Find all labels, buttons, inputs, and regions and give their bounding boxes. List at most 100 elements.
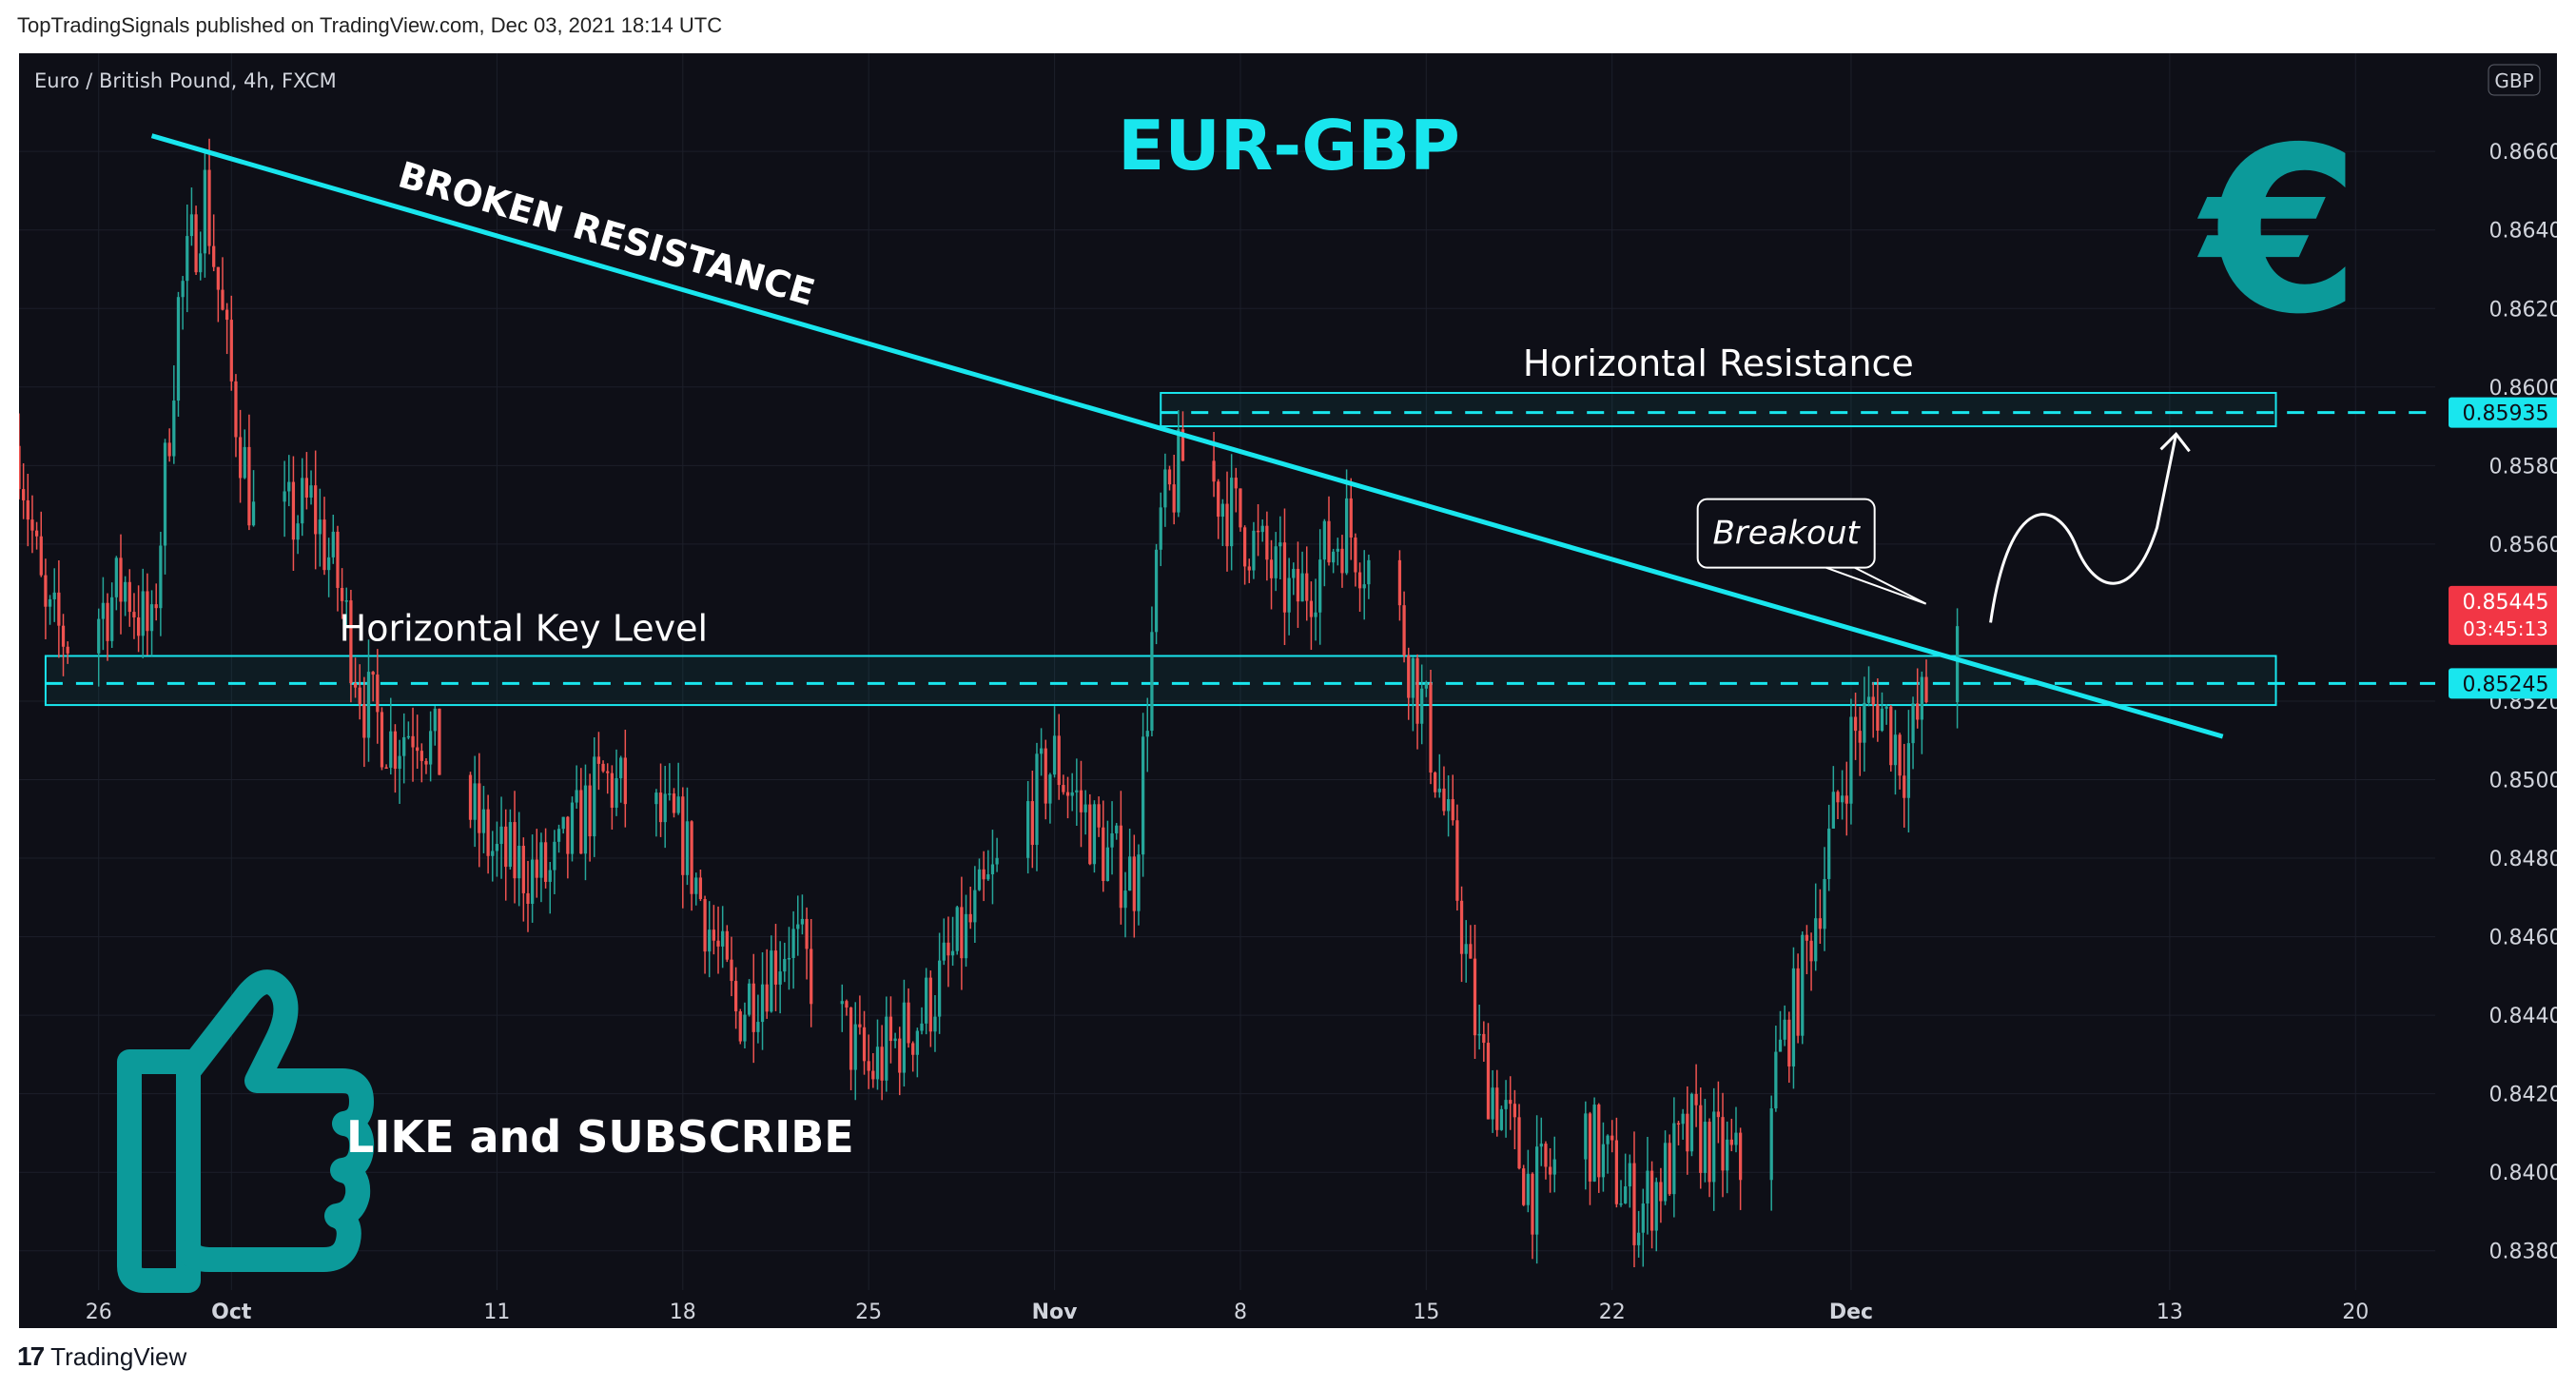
candle-body [1539,1144,1543,1147]
candle-body [760,984,765,1023]
candle-body [473,783,477,820]
candle-body [770,950,773,1012]
candle-body [1446,799,1451,812]
candle-body [615,778,618,808]
candle-body [977,869,982,890]
candle-body [1517,1117,1521,1169]
candle-body [1880,708,1884,732]
candle-body [898,1038,902,1073]
candle-body [1455,820,1459,901]
symbol-label[interactable]: Euro / British Pound, 4h, FXCM [34,69,337,92]
candle-body [1624,1185,1628,1203]
candle-body [1110,832,1114,848]
candle-body [1836,792,1840,803]
candle-body [221,289,224,310]
candle-body [172,401,176,457]
candle-body [937,960,942,1017]
candle-body [845,1001,849,1008]
candle-body [1035,753,1039,846]
candle-body [1065,792,1070,796]
candle-body [1858,731,1862,743]
x-tick-label: 22 [1599,1301,1626,1324]
candle-body [331,531,335,558]
candle-body [1088,804,1092,865]
candle-body [1796,968,1800,1036]
breakout-label: Breakout [1712,515,1861,553]
candle-body [1282,542,1287,613]
candle-body [1314,612,1317,617]
x-tick-label: 11 [483,1301,510,1324]
x-tick-label: Oct [211,1301,252,1324]
candle-body [596,756,601,764]
candle-body [66,646,69,654]
candle-body [796,924,800,929]
candle-body [721,930,725,947]
candle-body [810,949,813,1005]
tradingview-brand[interactable]: 17 TradingView [17,1340,186,1374]
candle-body [1646,1170,1649,1204]
candle-body [362,704,366,738]
candle-body [1079,790,1083,812]
candle-body [1637,1232,1641,1245]
candle-body [783,958,787,972]
candle-body [610,773,614,808]
brand-name: TradingView [50,1341,187,1371]
candle-body [606,771,610,773]
candle-body [1119,825,1122,909]
candle-body [703,899,707,952]
candle-body [1177,429,1181,513]
candle-body [1442,788,1446,812]
candle-body [1544,1144,1548,1167]
candle-body [526,892,530,905]
candle-body [840,1001,844,1005]
candle-body [185,236,189,282]
candle-body [1911,703,1915,744]
candle-body [291,481,296,540]
candle-body [990,864,995,874]
candle-body [1030,801,1034,846]
candle-body [229,320,233,381]
candle-body [1769,1108,1773,1181]
candle-body [322,519,326,571]
candle-body [1105,847,1110,882]
candle-body [52,592,56,599]
candle-body [1504,1100,1508,1109]
candle-body [380,712,384,768]
candle-body [1863,702,1866,743]
currency-badge [2488,64,2541,96]
candle-body [1871,696,1875,705]
candle-body [1242,527,1247,567]
x-tick-label: 26 [86,1301,112,1324]
candle-body [1876,704,1880,732]
candle-body [57,592,61,626]
candle-body [601,763,605,772]
candle-body [1898,734,1902,776]
candle-body [1434,773,1437,792]
candle-body [531,859,535,905]
candle-body [888,1016,893,1042]
candle-body [468,774,473,820]
candle-body [791,929,795,958]
candle-body [1548,1166,1552,1175]
candle-body [181,281,185,298]
candle-body [619,757,623,779]
candle-body [1512,1104,1517,1118]
candle-body [366,672,371,738]
candle-body [1814,918,1818,962]
candle-body [1610,1135,1614,1141]
candle-body [1327,520,1331,563]
candle-body [1584,1113,1588,1160]
horizontal-key-level-label: Horizontal Key Level [340,607,708,649]
candle-body [353,683,358,688]
candle-body [1296,568,1300,602]
candle-body [1783,1019,1786,1040]
candle-body [1429,682,1433,773]
candle-body [570,802,575,854]
x-tick-label: 25 [855,1301,882,1324]
candle-body [1367,559,1371,585]
candle-body [875,1047,880,1080]
candle-body [1809,940,1813,962]
